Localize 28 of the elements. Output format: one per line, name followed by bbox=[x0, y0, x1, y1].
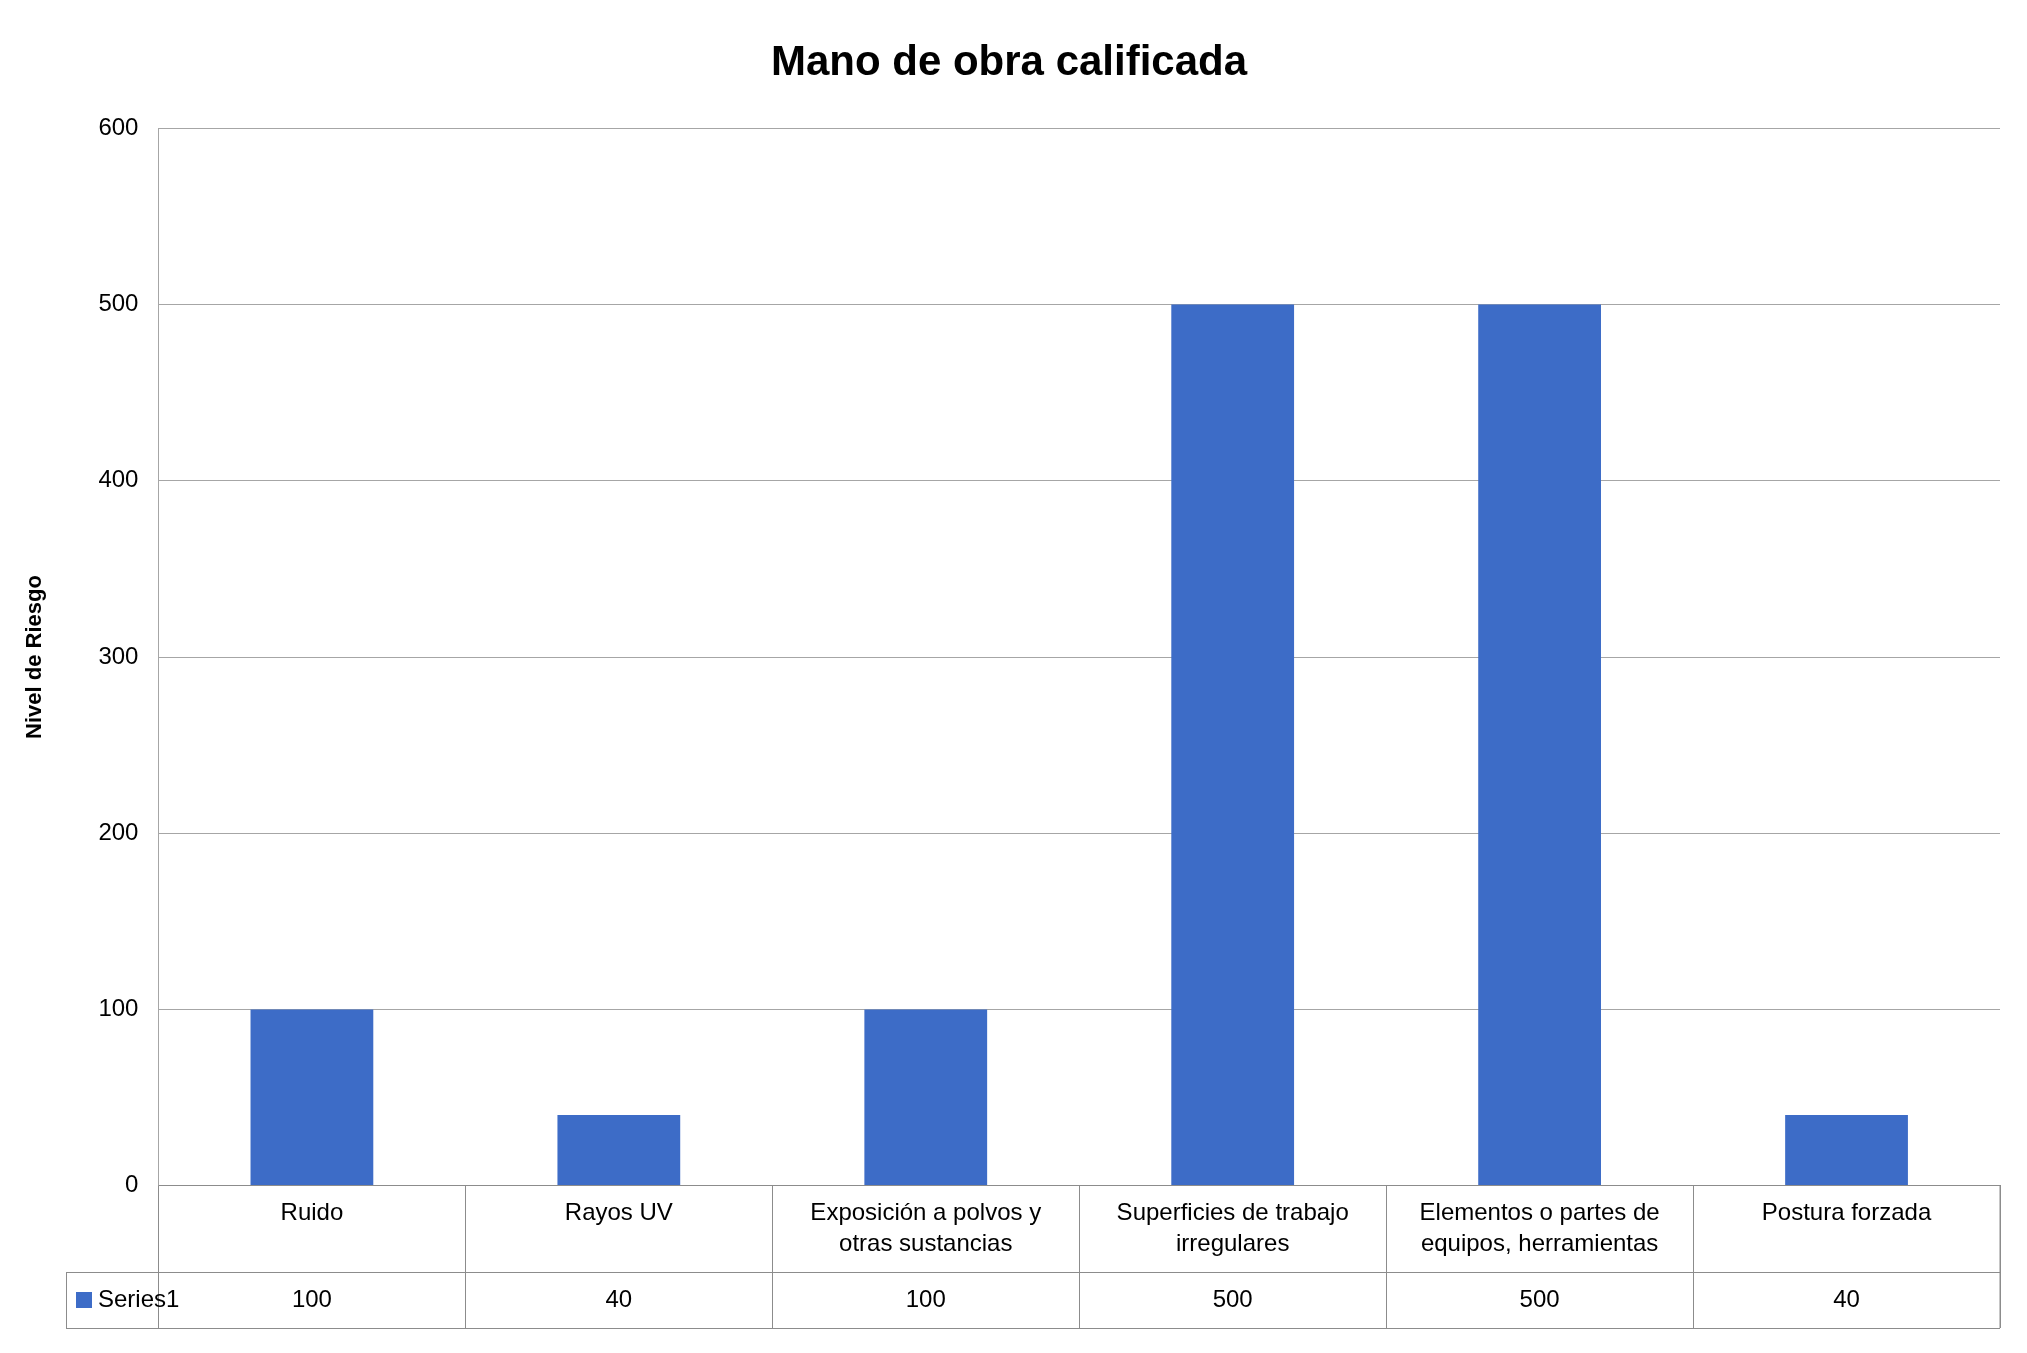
data-label: 500 bbox=[1519, 1284, 1560, 1312]
data-label: 100 bbox=[905, 1284, 946, 1312]
y-tick-label: 200 bbox=[98, 817, 139, 845]
bar bbox=[557, 1115, 681, 1186]
x-tick-label: Rayos UV bbox=[564, 1197, 673, 1225]
bar bbox=[1478, 304, 1601, 1186]
chart-title: Mano de obra calificada bbox=[770, 36, 1248, 84]
x-tick-label: Postura forzada bbox=[1761, 1197, 1932, 1225]
y-tick-label: 100 bbox=[98, 994, 139, 1022]
legend-label: Series1 bbox=[98, 1284, 180, 1312]
x-tick-label: Ruido bbox=[280, 1197, 344, 1225]
y-tick-label: 400 bbox=[98, 465, 139, 493]
y-axis-title: Nivel de Riesgo bbox=[21, 575, 47, 739]
x-tick-label: Exposición a polvos y otras sustancias bbox=[810, 1197, 1042, 1257]
bar bbox=[250, 1009, 374, 1186]
data-label: 100 bbox=[291, 1284, 332, 1312]
data-label: 40 bbox=[1833, 1284, 1860, 1312]
y-tick-label: 600 bbox=[98, 113, 139, 141]
bar bbox=[1171, 304, 1295, 1186]
bar bbox=[864, 1009, 988, 1186]
y-tick-label: 500 bbox=[98, 289, 139, 317]
bar bbox=[1785, 1115, 1908, 1186]
data-label: 40 bbox=[605, 1284, 633, 1312]
x-tick-label: Superficies de trabajo irregulares bbox=[1116, 1197, 1349, 1257]
y-tick-label: 0 bbox=[125, 1170, 139, 1198]
x-tick-label: Elementos o partes de equipos, herramientas bbox=[1419, 1197, 1660, 1257]
data-label: 500 bbox=[1212, 1284, 1253, 1312]
y-tick-label: 300 bbox=[98, 641, 139, 669]
